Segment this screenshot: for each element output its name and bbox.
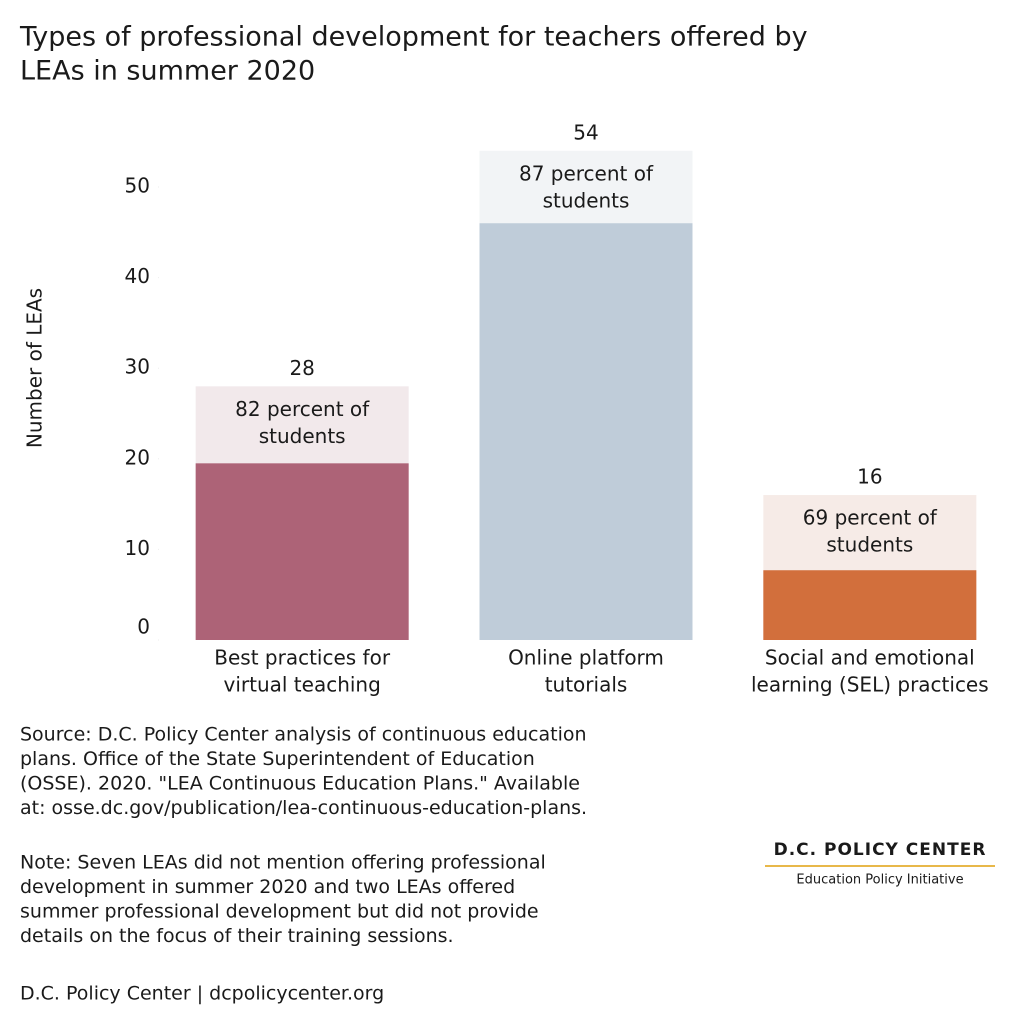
y-tick-label: 40 xyxy=(125,264,150,288)
x-tick-label: learning (SEL) practices xyxy=(751,673,989,697)
bar-annotation: 69 percent of xyxy=(803,506,938,530)
logo-subtitle: Education Policy Initiative xyxy=(796,873,963,888)
inner-bar xyxy=(195,463,409,640)
y-tick-label: 20 xyxy=(125,445,150,469)
inner-bar xyxy=(763,570,977,640)
bar-annotation: students xyxy=(543,188,630,212)
chart-title: Types of professional development for te… xyxy=(19,22,808,53)
credit: D.C. Policy Center | dcpolicycenter.org xyxy=(20,983,384,1005)
x-tick-label: tutorials xyxy=(545,673,628,697)
x-tick-label: Online platform xyxy=(508,646,664,670)
x-tick-label: Social and emotional xyxy=(765,646,975,670)
chart-title: LEAs in summer 2020 xyxy=(20,56,315,87)
bar-annotation: 87 percent of xyxy=(519,161,654,185)
logo-title: D.C. POLICY CENTER xyxy=(774,840,987,860)
x-tick-label: Best practices for xyxy=(214,646,391,670)
y-tick-label: 50 xyxy=(125,174,150,198)
note: development in summer 2020 and two LEAs … xyxy=(20,876,515,898)
value-label: 54 xyxy=(573,120,598,144)
x-tick-label: virtual teaching xyxy=(224,673,381,697)
inner-bar xyxy=(479,223,693,641)
value-label: 28 xyxy=(289,356,314,380)
source: (OSSE). 2020. "LEA Continuous Education … xyxy=(20,773,580,795)
source: at: osse.dc.gov/publication/lea-continuo… xyxy=(20,797,587,819)
value-label: 16 xyxy=(857,465,882,489)
source: plans. Office of the State Superintenden… xyxy=(20,748,535,770)
bar-annotation: 82 percent of xyxy=(235,397,370,421)
bar-annotation: students xyxy=(826,533,913,557)
y-axis-label: Number of LEAs xyxy=(23,288,47,448)
note: details on the focus of their training s… xyxy=(20,925,454,947)
y-tick-label: 0 xyxy=(137,615,150,639)
y-tick-label: 30 xyxy=(125,355,150,379)
note: Note: Seven LEAs did not mention offerin… xyxy=(20,852,546,874)
source: Source: D.C. Policy Center analysis of c… xyxy=(20,724,587,746)
note: summer professional development but did … xyxy=(20,901,539,923)
y-tick-label: 10 xyxy=(125,536,150,560)
bar-annotation: students xyxy=(259,424,346,448)
